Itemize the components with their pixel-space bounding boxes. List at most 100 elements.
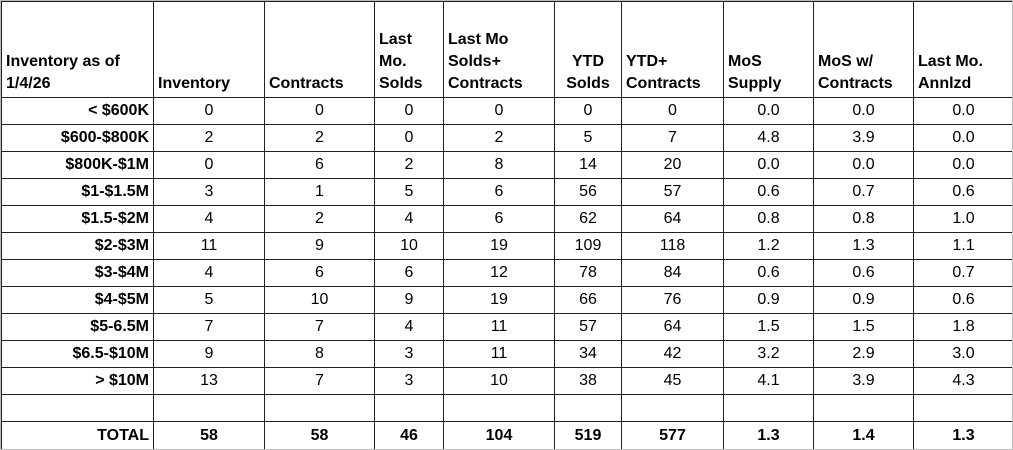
cell: 56 xyxy=(554,178,622,206)
header-line: YTD+ xyxy=(626,53,668,70)
cell: 0.0 xyxy=(913,124,1012,152)
cell: 577 xyxy=(621,421,724,449)
cell: 10 xyxy=(443,367,555,395)
cell: 7 xyxy=(153,313,265,341)
header-line: Contracts xyxy=(448,75,523,92)
cell: 6 xyxy=(374,259,444,287)
cell: 19 xyxy=(443,286,555,314)
data-row: $1-$1.5M 3 1 5 6 56 57 0.6 0.7 0.6 xyxy=(1,178,1012,206)
column-header: Last Mo. Solds xyxy=(374,1,444,98)
cell: 2 xyxy=(443,124,555,152)
row-label: > $10M xyxy=(1,367,154,395)
cell: 3.2 xyxy=(723,340,814,368)
cell: 0 xyxy=(554,97,622,125)
cell: 9 xyxy=(374,286,444,314)
header-line: Contracts xyxy=(818,75,893,92)
cell: 2 xyxy=(374,151,444,179)
cell: 1.5 xyxy=(813,313,914,341)
cell: 0.6 xyxy=(813,259,914,287)
cell: 3.9 xyxy=(813,367,914,395)
cell: 0.9 xyxy=(723,286,814,314)
header-line: YTD xyxy=(572,53,604,70)
column-header: Contracts xyxy=(264,1,375,98)
cell: 10 xyxy=(264,286,375,314)
cell: 6 xyxy=(264,151,375,179)
cell: 3.9 xyxy=(813,124,914,152)
row-label: $1-$1.5M xyxy=(1,178,154,206)
cell: 0.6 xyxy=(913,286,1012,314)
data-row: $800K-$1M 0 6 2 8 14 20 0.0 0.0 0.0 xyxy=(1,151,1012,179)
cell: 4 xyxy=(153,205,265,233)
cell: 8 xyxy=(443,151,555,179)
empty-cell xyxy=(1,394,154,422)
empty-cell xyxy=(264,394,375,422)
cell: 7 xyxy=(621,124,724,152)
cell: 34 xyxy=(554,340,622,368)
cell: 57 xyxy=(554,313,622,341)
cell: 62 xyxy=(554,205,622,233)
column-header: MoS Supply xyxy=(723,1,814,98)
cell: 45 xyxy=(621,367,724,395)
empty-cell xyxy=(621,394,724,422)
column-header: Last Mo. Annlzd xyxy=(913,1,1012,98)
header-line: Contracts xyxy=(626,75,701,92)
cell: 0.8 xyxy=(723,205,814,233)
cell: 4 xyxy=(374,313,444,341)
cell: 66 xyxy=(554,286,622,314)
total-row: TOTAL 58 58 46 104 519 577 1.3 1.4 1.3 xyxy=(1,421,1012,449)
cell: 58 xyxy=(153,421,265,449)
header-line: Last xyxy=(379,31,412,48)
cell: 4 xyxy=(153,259,265,287)
row-label: $4-$5M xyxy=(1,286,154,314)
cell: 1 xyxy=(264,178,375,206)
cell: 0.6 xyxy=(913,178,1012,206)
cell: 1.3 xyxy=(723,421,814,449)
column-header: Inventory xyxy=(153,1,265,98)
header-line: Inventory as of xyxy=(6,53,120,70)
empty-cell xyxy=(913,394,1012,422)
header-line: MoS xyxy=(728,53,762,70)
cell: 4.1 xyxy=(723,367,814,395)
cell: 4.8 xyxy=(723,124,814,152)
cell: 1.0 xyxy=(913,205,1012,233)
header-line: Mo. xyxy=(379,53,407,70)
cell: 20 xyxy=(621,151,724,179)
data-row: $600-$800K 2 2 0 2 5 7 4.8 3.9 0.0 xyxy=(1,124,1012,152)
row-label: $1.5-$2M xyxy=(1,205,154,233)
header-line: 1/4/26 xyxy=(6,75,51,92)
cell: 1.3 xyxy=(913,421,1012,449)
header-line: MoS w/ xyxy=(818,53,874,70)
column-header: MoS w/Contracts xyxy=(813,1,914,98)
cell: 84 xyxy=(621,259,724,287)
cell: 76 xyxy=(621,286,724,314)
header-line: Solds xyxy=(566,75,610,92)
cell: 0.6 xyxy=(723,178,814,206)
cell: 0.0 xyxy=(813,97,914,125)
cell: 5 xyxy=(554,124,622,152)
cell: 0.0 xyxy=(913,97,1012,125)
data-row: $3-$4M 4 6 6 12 78 84 0.6 0.6 0.7 xyxy=(1,259,1012,287)
cell: 9 xyxy=(264,232,375,260)
header-line: Solds xyxy=(379,75,423,92)
cell: 3 xyxy=(153,178,265,206)
cell: 1.4 xyxy=(813,421,914,449)
cell: 42 xyxy=(621,340,724,368)
row-label: $800K-$1M xyxy=(1,151,154,179)
cell: 8 xyxy=(264,340,375,368)
cell: 2 xyxy=(264,205,375,233)
cell: 0.0 xyxy=(913,151,1012,179)
header-line: Last Mo xyxy=(448,31,509,48)
data-row: $4-$5M 5 10 9 19 66 76 0.9 0.9 0.6 xyxy=(1,286,1012,314)
cell: 0.9 xyxy=(813,286,914,314)
cell: 1.2 xyxy=(723,232,814,260)
data-row: $6.5-$10M 9 8 3 11 34 42 3.2 2.9 3.0 xyxy=(1,340,1012,368)
cell: 11 xyxy=(443,313,555,341)
cell: 0.7 xyxy=(813,178,914,206)
data-row: > $10M 13 7 3 10 38 45 4.1 3.9 4.3 xyxy=(1,367,1012,395)
cell: 46 xyxy=(374,421,444,449)
cell: 58 xyxy=(264,421,375,449)
cell: 0.0 xyxy=(723,97,814,125)
cell: 38 xyxy=(554,367,622,395)
cell: 5 xyxy=(374,178,444,206)
